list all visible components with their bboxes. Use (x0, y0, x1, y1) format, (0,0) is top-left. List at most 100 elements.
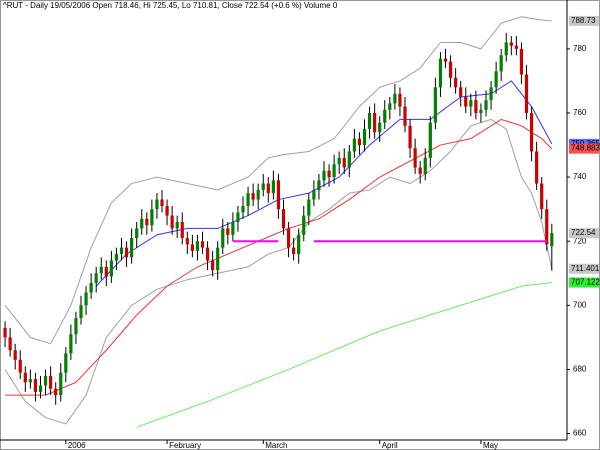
candle-body (524, 74, 529, 113)
indicator-line (4, 16, 552, 345)
x-tick-label: March (265, 441, 287, 450)
candle-body (114, 254, 119, 261)
candle-body (357, 138, 362, 146)
candle-body (8, 337, 12, 351)
x-tick-label: February (169, 441, 201, 450)
candle-body (241, 205, 245, 213)
candle-body (514, 45, 518, 49)
candle-body (484, 100, 488, 110)
candle-body (89, 282, 93, 293)
candle-body (286, 228, 291, 248)
candle-body (393, 93, 397, 104)
candle-body (281, 209, 286, 229)
price-label-box (569, 277, 599, 288)
candle-body (211, 260, 215, 271)
candle-body (433, 87, 437, 123)
candle-body (79, 305, 83, 319)
candle-body (519, 48, 524, 75)
price-label: 788.73 (571, 16, 596, 25)
candle-body (104, 266, 108, 277)
price-label: 711.401 (571, 264, 600, 273)
candle-body (469, 100, 473, 107)
x-tick-label: 2006 (68, 441, 86, 450)
candle-body (135, 228, 139, 239)
candle-body (23, 372, 27, 383)
price-label: 722.54 (571, 228, 596, 237)
candle-body (545, 209, 549, 245)
price-label-box (569, 263, 599, 274)
candle-body (383, 109, 387, 123)
candle-body (49, 375, 53, 389)
candle-body (367, 113, 372, 130)
candle-body (3, 327, 7, 338)
y-tick-label: 660 (573, 429, 587, 438)
candle-body (347, 151, 351, 168)
candle-body (226, 228, 230, 235)
candle-body (408, 125, 412, 149)
y-tick-label: 760 (573, 108, 587, 117)
candle-body (28, 379, 32, 383)
candle-body (74, 318, 78, 335)
candle-body (180, 222, 184, 239)
candle-body (550, 233, 554, 247)
price-label: 707.122 (571, 278, 600, 287)
candle-body (352, 138, 356, 152)
candle-body (150, 209, 154, 226)
indicator-line (136, 282, 552, 428)
candle-body (216, 247, 220, 271)
candle-body (535, 151, 539, 184)
candle-body (388, 103, 392, 110)
candle-body (200, 241, 205, 248)
candle-body (99, 266, 103, 274)
candle-body (119, 247, 124, 255)
candle-body (84, 292, 88, 306)
candle-body (454, 77, 458, 88)
candle-body (43, 375, 48, 386)
candle-body (540, 183, 544, 210)
candle-body (266, 183, 270, 194)
candle-body (18, 359, 22, 373)
candle-body (302, 215, 306, 235)
candle-body (185, 238, 189, 245)
candle-body (312, 189, 316, 200)
candle-body (109, 260, 113, 277)
price-label: 750.365 (571, 139, 600, 148)
candle-body (38, 385, 43, 392)
candle-body (337, 157, 341, 165)
candle-body (155, 199, 159, 210)
candle-body (474, 100, 478, 113)
candle-body (322, 170, 326, 181)
price-label-box (569, 228, 599, 239)
y-tick-label: 700 (573, 300, 587, 309)
candle-body (33, 379, 38, 392)
candle-body (504, 42, 508, 56)
candle-body (499, 55, 503, 72)
candle-body (529, 113, 534, 152)
candle-body (140, 218, 144, 229)
candle-body (190, 244, 194, 251)
price-label-box (569, 143, 599, 154)
candle-body (256, 189, 260, 200)
candle-body (297, 234, 301, 255)
candle-body (403, 106, 407, 126)
candle-body (362, 129, 367, 146)
candle-body (124, 247, 129, 258)
candle-body (170, 215, 174, 229)
candle-body (418, 167, 422, 174)
candle-body (489, 87, 493, 101)
candle-body (271, 180, 275, 194)
candle-body (413, 148, 417, 168)
y-tick-label: 720 (573, 236, 587, 245)
candle-body (494, 71, 498, 88)
candle-body (231, 222, 235, 235)
price-label-box (569, 15, 599, 26)
candle-body (165, 205, 169, 216)
candle-body (175, 222, 179, 229)
candle-body (459, 87, 463, 97)
x-tick-label: April (382, 441, 398, 450)
candle-body (160, 199, 164, 206)
candle-body (236, 212, 240, 222)
x-tick-label: May (483, 441, 498, 450)
candle-body (205, 247, 210, 261)
